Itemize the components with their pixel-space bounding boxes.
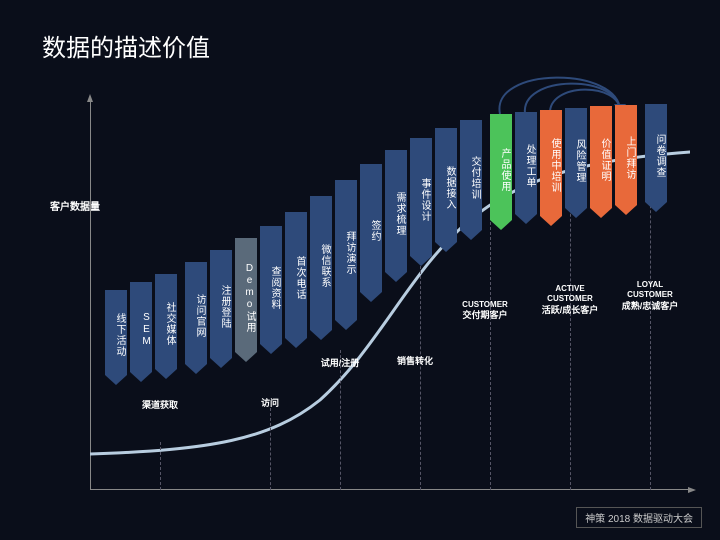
stage-dropline	[340, 350, 341, 490]
lifecycle-tag: 查阅资料	[260, 226, 282, 344]
stage-label: ACTIVE CUSTOMER活跃/成长客户	[535, 284, 605, 316]
stage-label: 销售转化	[380, 356, 450, 368]
stage-label: 渠道获取	[125, 400, 195, 412]
lifecycle-tag: 注册登陆	[210, 250, 232, 358]
lifecycle-tag: 事件设计	[410, 138, 432, 256]
stage-dropline	[490, 202, 491, 490]
lifecycle-tag: 上门拜访	[615, 105, 637, 205]
stage-dropline	[160, 442, 161, 490]
lifecycle-tag: 价值证明	[590, 106, 612, 208]
lifecycle-tag: 社交媒体	[155, 274, 177, 369]
lifecycle-tag: 首次电话	[285, 212, 307, 338]
stage-dropline	[270, 408, 271, 490]
lifecycle-tag: 微信联系	[310, 196, 332, 330]
lifecycle-tag: 拜访演示	[335, 180, 357, 320]
lifecycle-tag: 处理工单	[515, 112, 537, 214]
stage-label: 试用/注册	[305, 358, 375, 370]
lifecycle-tag: 产品使用	[490, 114, 512, 220]
lifecycle-tag: 访问官网	[185, 262, 207, 364]
lifecycle-tag: 需求梳理	[385, 150, 407, 272]
chart-area: 渠道获取 访问 试用/注册销售转化 CUSTOMER交付期客户 ACTIVE CUSTO…	[90, 100, 690, 490]
stage-label: CUSTOMER交付期客户	[450, 300, 520, 322]
lifecycle-tag: 使用中培训	[540, 110, 562, 216]
stage-dropline	[570, 174, 571, 490]
page-title: 数据的描述价值	[42, 28, 210, 63]
lifecycle-tag: Demo试用	[235, 238, 257, 352]
footer-badge: 神策 2018 数据驱动大会	[576, 507, 702, 528]
lifecycle-tag: 交付培训	[460, 120, 482, 230]
lifecycle-tag: 签约	[360, 164, 382, 292]
lifecycle-tag: 线下活动	[105, 290, 127, 375]
stage-label: 访问	[235, 398, 305, 410]
lifecycle-tag: SEM	[130, 282, 152, 372]
stage-label: LOYAL CUSTOMER成熟/忠诚客户	[615, 280, 685, 312]
lifecycle-tag: 风险管理	[565, 108, 587, 208]
stage-dropline	[420, 266, 421, 490]
lifecycle-tag: 问卷调查	[645, 104, 667, 202]
lifecycle-tag: 数据接入	[435, 128, 457, 242]
